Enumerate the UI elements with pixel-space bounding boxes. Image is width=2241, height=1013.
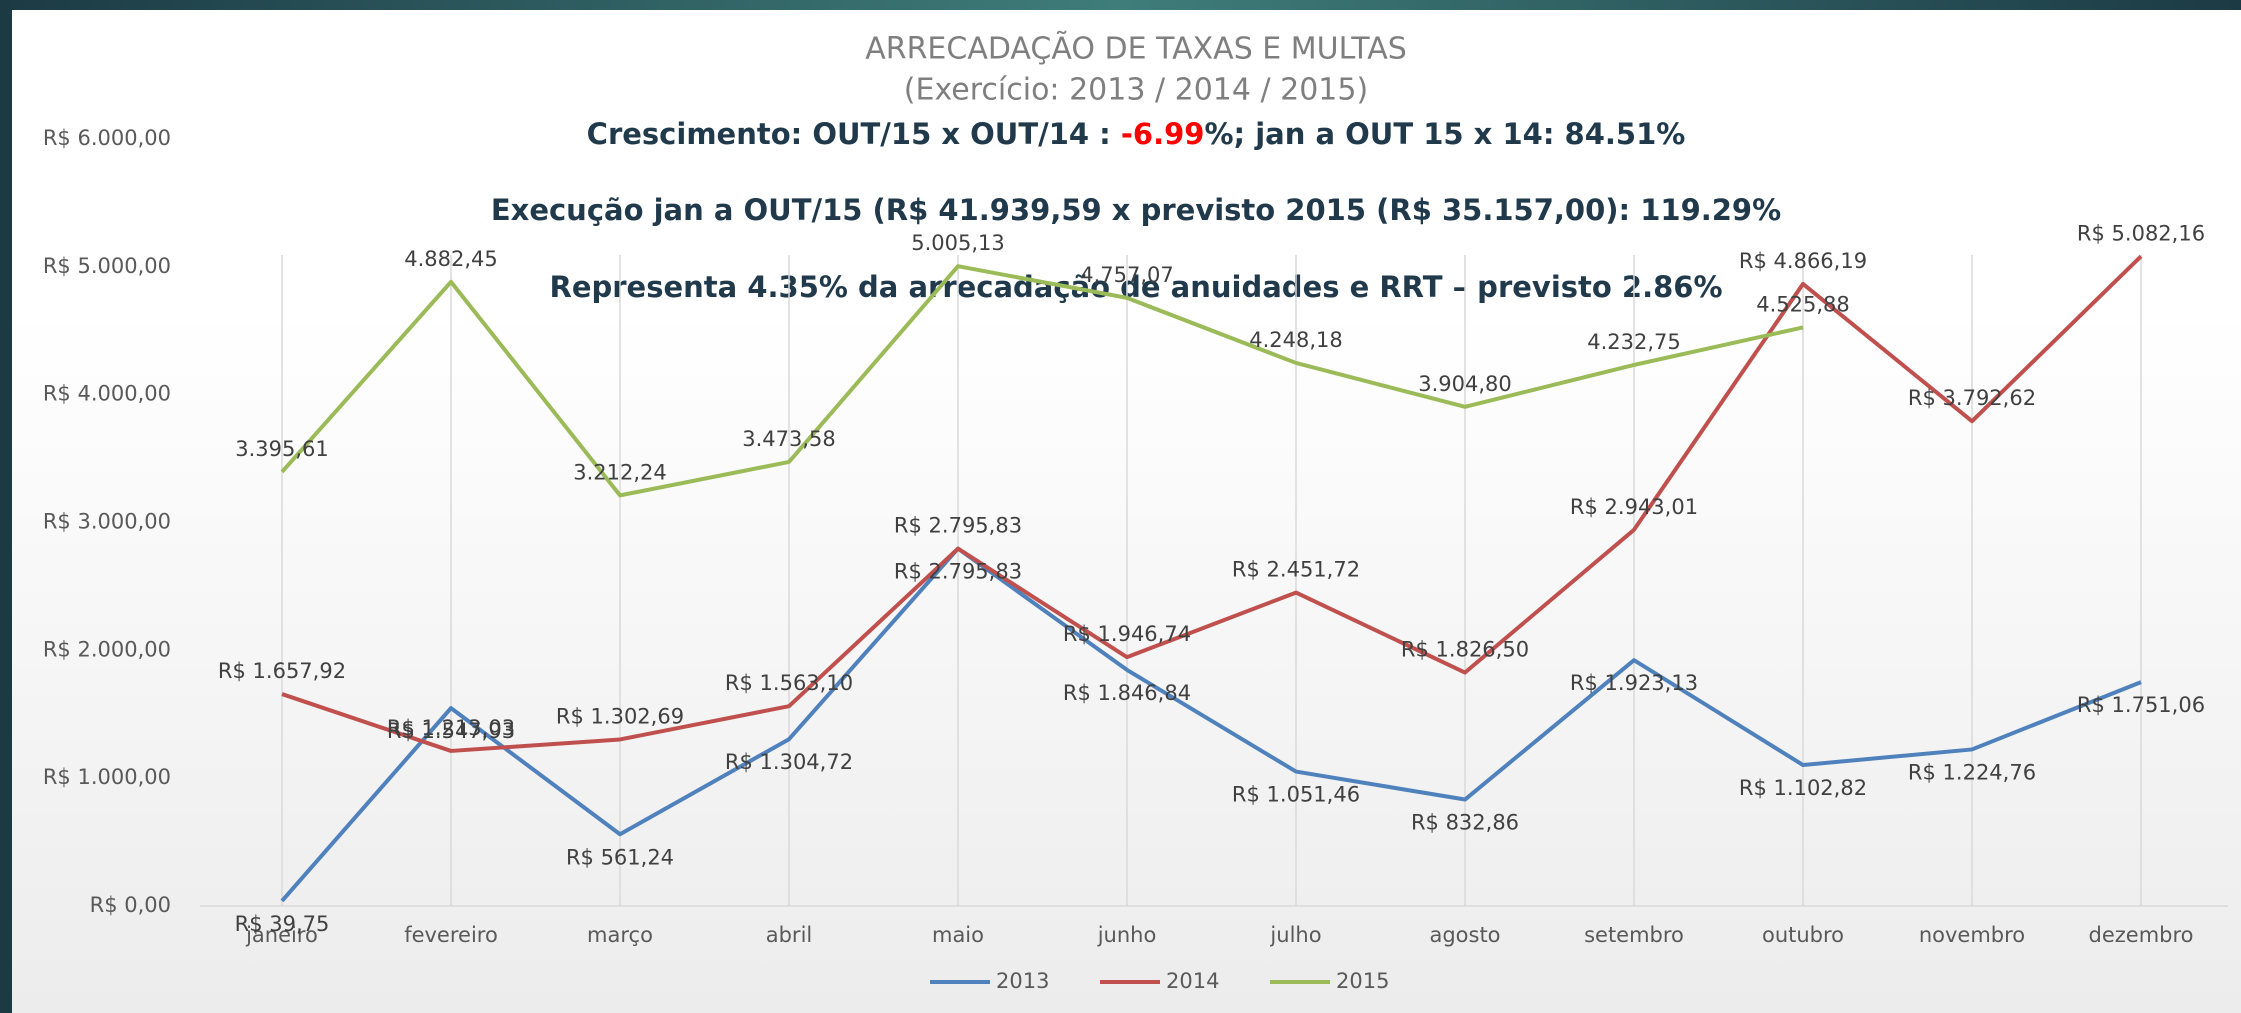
x-tick-label: junho	[1097, 923, 1157, 947]
data-label: R$ 1.102,82	[1739, 776, 1867, 800]
legend-label: 2014	[1166, 969, 1219, 993]
annotation-part: -6.99	[1121, 117, 1205, 151]
data-label: R$ 2.795,83	[894, 514, 1022, 538]
y-tick-label: R$ 2.000,00	[43, 637, 171, 661]
top-band	[0, 0, 2241, 12]
y-tick-label: R$ 1.000,00	[43, 765, 171, 789]
data-label: R$ 1.923,13	[1570, 671, 1698, 695]
data-label: R$ 1.547,93	[387, 719, 515, 743]
chart-title: ARRECADAÇÃO DE TAXAS E MULTAS	[865, 31, 1407, 67]
series-line	[280, 264, 1804, 498]
data-label: 5.005,13	[911, 231, 1005, 255]
x-tick-label: novembro	[1919, 923, 2025, 947]
legend-label: 2013	[996, 969, 1049, 993]
data-label: R$ 1.657,92	[218, 659, 346, 683]
data-label: R$ 1.051,46	[1232, 783, 1360, 807]
data-label: R$ 1.946,74	[1063, 622, 1191, 646]
x-tick-label: dezembro	[2089, 923, 2194, 947]
annotation-part: Crescimento: OUT/15 x OUT/14 :	[587, 117, 1121, 151]
data-label: R$ 4.866,19	[1739, 249, 1867, 273]
data-label: R$ 1.826,50	[1401, 638, 1529, 662]
data-label: R$ 1.563,10	[725, 671, 853, 695]
data-label: 4.882,45	[404, 247, 498, 271]
annotation-part: Representa 4.35% da arrecadação de anuid…	[549, 270, 1722, 304]
data-label: R$ 3.792,62	[1908, 386, 2036, 410]
annotation-part: %; jan a OUT 15 x 14: 84.51%	[1204, 117, 1685, 151]
annotation-part: Execução jan a OUT/15 (R$ 41.939,59 x pr…	[491, 193, 1781, 227]
x-tick-label: abril	[766, 923, 813, 947]
annotation: Representa 4.35% da arrecadação de anuid…	[549, 270, 1722, 304]
series-line	[281, 254, 2143, 753]
data-label: 3.212,24	[573, 460, 667, 484]
data-label: R$ 832,86	[1411, 811, 1519, 835]
data-label: R$ 5.082,16	[2077, 221, 2205, 245]
x-tick-label: janeiro	[245, 923, 318, 947]
data-label: 4.757,07	[1080, 263, 1174, 287]
x-tick-label: agosto	[1429, 923, 1500, 947]
data-label: R$ 1.302,69	[556, 704, 684, 728]
data-label: 4.525,88	[1756, 292, 1850, 316]
x-tick-label: março	[587, 923, 653, 947]
series-line	[280, 546, 2142, 903]
x-tick-label: outubro	[1762, 923, 1844, 947]
data-label: 4.248,18	[1249, 328, 1343, 352]
data-label: R$ 561,24	[566, 845, 674, 869]
data-label: 3.473,58	[742, 427, 836, 451]
data-label: R$ 2.795,83	[894, 560, 1022, 584]
data-label: R$ 2.451,72	[1232, 558, 1360, 582]
y-tick-label: R$ 0,00	[90, 893, 171, 917]
data-label: R$ 1.751,06	[2077, 693, 2205, 717]
data-label: R$ 1.846,84	[1063, 681, 1191, 705]
x-tick-label: fevereiro	[404, 923, 498, 947]
data-label: R$ 1.213,03	[387, 716, 515, 740]
data-label: 3.395,61	[235, 437, 329, 461]
annotation: Crescimento: OUT/15 x OUT/14 : -6.99%; j…	[587, 117, 1686, 151]
y-tick-label: R$ 3.000,00	[43, 510, 171, 534]
annotation: Execução jan a OUT/15 (R$ 41.939,59 x pr…	[491, 193, 1781, 227]
x-tick-label: maio	[932, 923, 984, 947]
y-tick-label: R$ 6.000,00	[43, 126, 171, 150]
data-label: 4.232,75	[1587, 330, 1681, 354]
chart-subtitle: (Exercício: 2013 / 2014 / 2015)	[904, 73, 1368, 108]
data-label: R$ 1.304,72	[725, 750, 853, 774]
y-tick-label: R$ 4.000,00	[43, 382, 171, 406]
data-label: 3.904,80	[1418, 372, 1512, 396]
x-tick-label: setembro	[1584, 923, 1684, 947]
data-label: R$ 2.943,01	[1570, 495, 1698, 519]
legend-label: 2015	[1336, 969, 1389, 993]
data-label: R$ 39,75	[235, 912, 330, 936]
y-tick-label: R$ 5.000,00	[43, 254, 171, 278]
data-label: R$ 1.224,76	[1908, 760, 2036, 784]
x-tick-label: julho	[1269, 923, 1321, 947]
